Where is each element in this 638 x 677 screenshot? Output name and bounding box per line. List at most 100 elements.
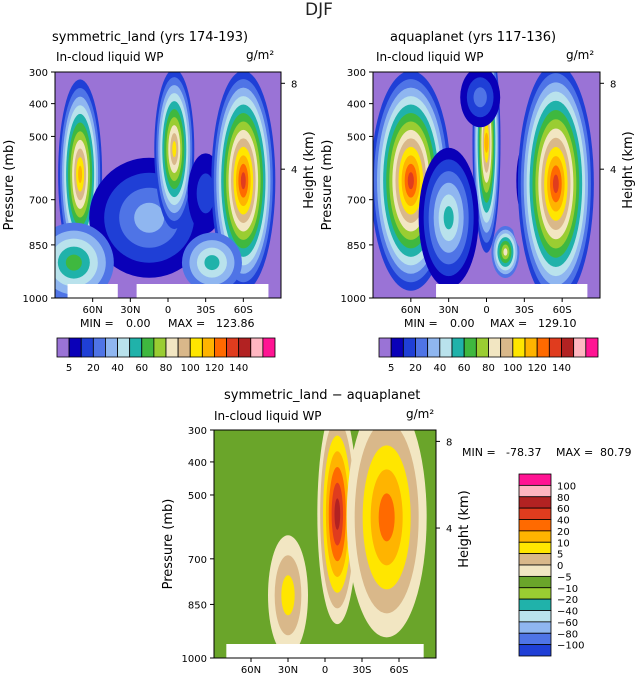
panel2-field (372, 71, 601, 299)
colorbar2-swatch (585, 337, 599, 358)
y-tick-label: 300 (188, 426, 207, 437)
panel3-title: symmetric_land − aquaplanet (224, 388, 421, 403)
ground-mask (136, 284, 269, 298)
contour-fill (552, 174, 559, 194)
colorbar1-swatch (262, 337, 276, 358)
colorbar3-label: 60 (557, 504, 570, 515)
panel1-max-label: MAX = (168, 317, 206, 330)
colorbar1-label: 100 (181, 363, 200, 374)
colorbar3-label: −20 (557, 595, 578, 606)
panel2-max-label: MAX = (490, 317, 528, 330)
figure-title: DJF (305, 0, 333, 20)
panel2-min-label: MIN = (404, 317, 438, 330)
x-tick-label: 60S (389, 665, 408, 676)
colorbar1-swatch (189, 337, 203, 358)
x-tick-label: 30N (120, 305, 140, 316)
colorbar2-swatch (573, 337, 587, 358)
colorbar3-label: −5 (557, 572, 572, 583)
colorbar2-swatch (561, 337, 575, 358)
x-tick-label: 0 (165, 305, 171, 316)
y2-tick-label: 8 (291, 79, 297, 90)
panel1-subtitle: In-cloud liquid WP (56, 50, 164, 64)
contour-fill (503, 248, 508, 256)
colorbar3-swatch (518, 575, 552, 589)
colorbar2-swatch (488, 337, 502, 358)
colorbar1-swatch (92, 337, 106, 358)
y-tick-label: 850 (29, 241, 48, 252)
x-tick-label: 30S (196, 305, 215, 316)
contour-fill (172, 141, 177, 158)
colorbar1-swatch (226, 337, 240, 358)
ground-mask (67, 284, 118, 298)
panel3-max-label: MAX = (556, 446, 594, 459)
panel3-max-value: 80.79 (600, 446, 632, 459)
colorbar2-label: 40 (433, 363, 446, 374)
y-tick-label: 500 (29, 132, 48, 143)
contour-fill (281, 575, 295, 616)
x-tick-label: 30S (352, 665, 371, 676)
ground-mask (226, 644, 424, 658)
colorbar3-swatch (518, 587, 552, 600)
colorbar3-label: 0 (557, 561, 563, 572)
colorbar3-label: −100 (557, 641, 584, 652)
y-tick-label: 700 (188, 555, 207, 566)
colorbar3-label: −80 (557, 629, 578, 640)
y-tick-label: 400 (188, 458, 207, 469)
colorbar1-swatch (105, 337, 118, 358)
panel1-min-label: MIN = (80, 317, 114, 330)
contour-fill (378, 493, 395, 542)
y-tick-label: 1000 (182, 654, 207, 665)
colorbar2-swatch (475, 337, 489, 358)
y-tick-label: 1000 (23, 294, 48, 305)
panel1-max-value: 123.86 (216, 317, 255, 330)
colorbar1-swatch (177, 337, 191, 358)
colorbar1-swatch (153, 337, 167, 358)
panel1-min-value: 0.00 (126, 317, 151, 330)
colorbar2-swatch (451, 337, 465, 358)
x-tick-label: 30N (439, 305, 459, 316)
panel3-field (213, 429, 437, 659)
colorbar2-label: 5 (388, 363, 394, 374)
panel1-units: g/m² (246, 48, 275, 62)
colorbar2-swatch (402, 337, 416, 358)
colorbar3-label: 80 (557, 493, 570, 504)
colorbar3-swatch (518, 621, 552, 634)
colorbar2-label: 120 (528, 363, 547, 374)
x-tick-label: 0 (483, 305, 489, 316)
colorbar2-swatch (439, 337, 453, 358)
y2-tick-label: 4 (446, 524, 452, 535)
colorbar3-label: 5 (557, 550, 563, 561)
colorbar2-swatch (512, 337, 526, 358)
contour-fill (196, 173, 215, 214)
panel2-title: aquaplanet (yrs 117-136) (390, 30, 557, 45)
colorbar1-swatch (250, 337, 264, 358)
x-tick-label: 30N (278, 665, 298, 676)
contour-fill (204, 255, 220, 271)
x-tick-label: 60N (241, 665, 261, 676)
contour-fill (443, 206, 454, 230)
colorbar1-swatch (141, 337, 155, 358)
colorbar2-label: 20 (409, 363, 422, 374)
colorbar1-label: 140 (229, 363, 248, 374)
colorbar3-swatch (518, 484, 552, 498)
contour-fill (484, 132, 489, 153)
colorbar1-swatch (201, 337, 215, 358)
panel2-units: g/m² (566, 48, 595, 62)
colorbar1-swatch (117, 337, 131, 358)
colorbar3-swatch (518, 507, 552, 520)
colorbar3-swatch (518, 564, 552, 577)
colorbar2-label: 80 (482, 363, 495, 374)
y-tick-label: 400 (347, 100, 366, 111)
y2-tick-label: 8 (610, 79, 616, 90)
y-axis-label: Pressure (mb) (161, 499, 176, 590)
panel1-title: symmetric_land (yrs 174-193) (52, 30, 249, 45)
colorbar2-label: 100 (503, 363, 522, 374)
colorbar2-swatch (536, 337, 550, 358)
colorbar2-swatch (427, 337, 441, 358)
y2-tick-label: 4 (291, 165, 297, 176)
colorbar1-label: 80 (160, 363, 173, 374)
colorbar3-swatch (518, 610, 552, 623)
x-tick-label: 60S (553, 305, 572, 316)
panel3-min-value: -78.37 (506, 446, 542, 459)
